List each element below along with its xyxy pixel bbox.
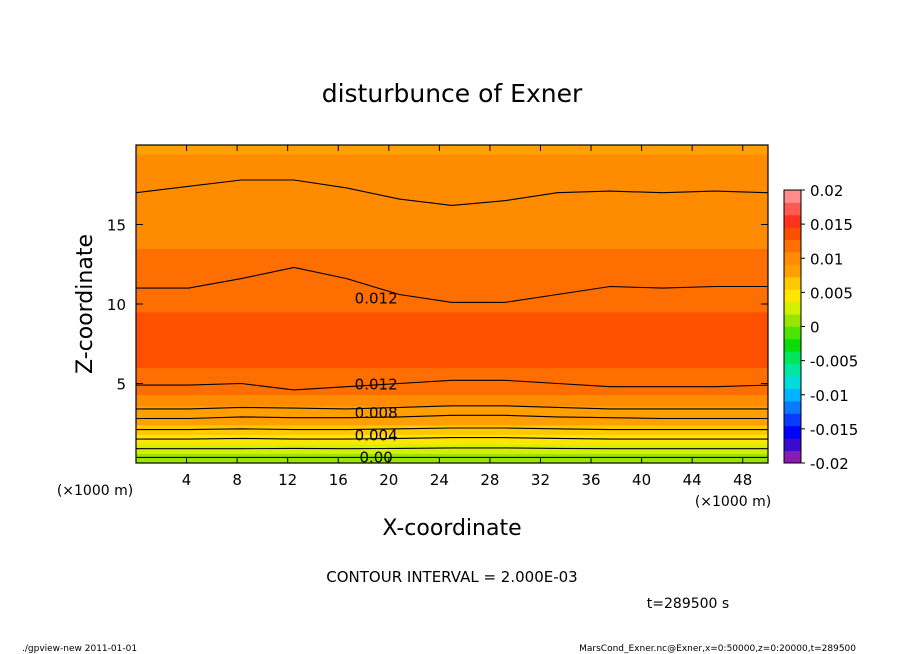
x-tick-label: 36 — [581, 471, 600, 489]
colorbar-segment — [784, 276, 801, 290]
colorbar-segment — [784, 438, 801, 451]
field-band — [136, 415, 768, 426]
x-tick-label: 40 — [632, 471, 651, 489]
contour-line — [136, 266, 768, 303]
field-band — [136, 453, 768, 463]
field-band — [136, 367, 768, 384]
footer-left: ./gpview-new 2011-01-01 — [22, 644, 137, 654]
x-unit-right: (×1000 m) — [695, 494, 771, 510]
x-axis-label: X-coordinate — [382, 516, 521, 541]
x-tick-label: 48 — [733, 471, 752, 489]
time-stamp: t=289500 s — [647, 596, 729, 612]
field-band — [136, 288, 768, 313]
field-band — [136, 383, 768, 396]
colorbar-segment — [784, 264, 801, 278]
y-axis-ticks: 5 10 15 — [107, 217, 768, 394]
contour-label: 0.012 — [355, 290, 398, 308]
colorbar-tick-label: -0.005 — [810, 353, 858, 371]
contour-label: 0.008 — [355, 404, 398, 422]
contour-label-group: 0.012 0.012 0.008 0.004 0.00 — [355, 290, 398, 467]
colorbar-segment — [784, 202, 801, 216]
colorbar-segment — [784, 388, 801, 402]
colorbar-segment — [784, 301, 801, 315]
y-tick-label: 10 — [107, 296, 126, 314]
color-field — [136, 145, 768, 463]
field-band — [136, 192, 768, 249]
contour-lines — [136, 179, 768, 458]
colorbar-segment — [784, 338, 801, 352]
colorbar-tick-label: 0.015 — [810, 216, 853, 234]
colorbar-segment — [784, 239, 801, 253]
field-band — [136, 434, 768, 445]
colorbar-tick-label: 0 — [810, 319, 820, 337]
colorbar-ticks: 0.02 0.015 0.01 0.005 0 -0.005 -0.01 -0.015 -0.0… — [801, 182, 858, 473]
colorbar-segment — [784, 363, 801, 377]
colorbar-tick-label: 0.02 — [810, 182, 843, 200]
colorbar-segment — [784, 376, 801, 389]
colorbar-segment — [784, 227, 801, 241]
contour-line — [136, 179, 768, 206]
colorbar-segment — [784, 326, 801, 340]
field-band — [136, 424, 768, 435]
x-tick-label: 32 — [531, 471, 550, 489]
colorbar-tick-label: -0.015 — [810, 421, 858, 439]
x-tick-label: 8 — [232, 471, 242, 489]
contour-line — [136, 414, 768, 420]
contour-label: 0.004 — [355, 426, 398, 444]
field-band — [136, 443, 768, 454]
contour-label: 0.00 — [359, 449, 392, 467]
x-tick-label: 28 — [480, 471, 499, 489]
colorbar-segment — [784, 425, 801, 439]
colorbar-tick-label: 0.01 — [810, 250, 843, 268]
x-tick-label: 44 — [683, 471, 702, 489]
x-axis-ticks: 4 8 12 16 20 24 28 32 36 40 44 48 — [182, 145, 752, 489]
contour-label: 0.012 — [355, 376, 398, 394]
colorbar-tick-label: -0.02 — [810, 455, 849, 473]
x-tick-label: 20 — [379, 471, 398, 489]
colorbar-segment — [784, 450, 801, 464]
colorbar-segment — [784, 351, 801, 365]
y-tick-label: 15 — [107, 217, 126, 235]
colorbar-segment — [784, 400, 801, 414]
contour-interval-note: CONTOUR INTERVAL = 2.000E-03 — [326, 568, 577, 586]
x-tick-label: 12 — [278, 471, 297, 489]
colorbar-segment — [784, 214, 801, 228]
x-tick-label: 4 — [182, 471, 192, 489]
colorbar-segment — [784, 252, 801, 265]
field-band — [136, 154, 768, 194]
field-band — [136, 145, 768, 156]
field-band — [136, 248, 768, 289]
field-band — [136, 405, 768, 416]
contour-line — [136, 379, 768, 391]
x-tick-label: 16 — [329, 471, 348, 489]
footer-right: MarsCond_Exner.nc@Exner,x=0:50000,z=0:20… — [579, 644, 856, 654]
colorbar-tick-label: -0.01 — [810, 387, 849, 405]
y-axis-label: Z-coordinate — [73, 234, 98, 374]
colorbar-segment — [784, 314, 801, 327]
contour-line — [136, 437, 768, 440]
contour-line — [136, 447, 768, 450]
contour-line — [136, 405, 768, 410]
field-band — [136, 394, 768, 407]
colorbar-segment — [784, 190, 801, 203]
contour-line — [136, 427, 768, 431]
field-band — [136, 311, 768, 369]
x-tick-label: 24 — [430, 471, 449, 489]
x-unit-left: (×1000 m) — [57, 483, 133, 499]
colorbar-segment — [784, 289, 801, 303]
colorbar — [784, 190, 801, 464]
colorbar-tick-label: 0.005 — [810, 284, 853, 302]
y-tick-label: 5 — [116, 376, 126, 394]
colorbar-segment — [784, 413, 801, 427]
chart-title: disturbunce of Exner — [322, 79, 583, 108]
